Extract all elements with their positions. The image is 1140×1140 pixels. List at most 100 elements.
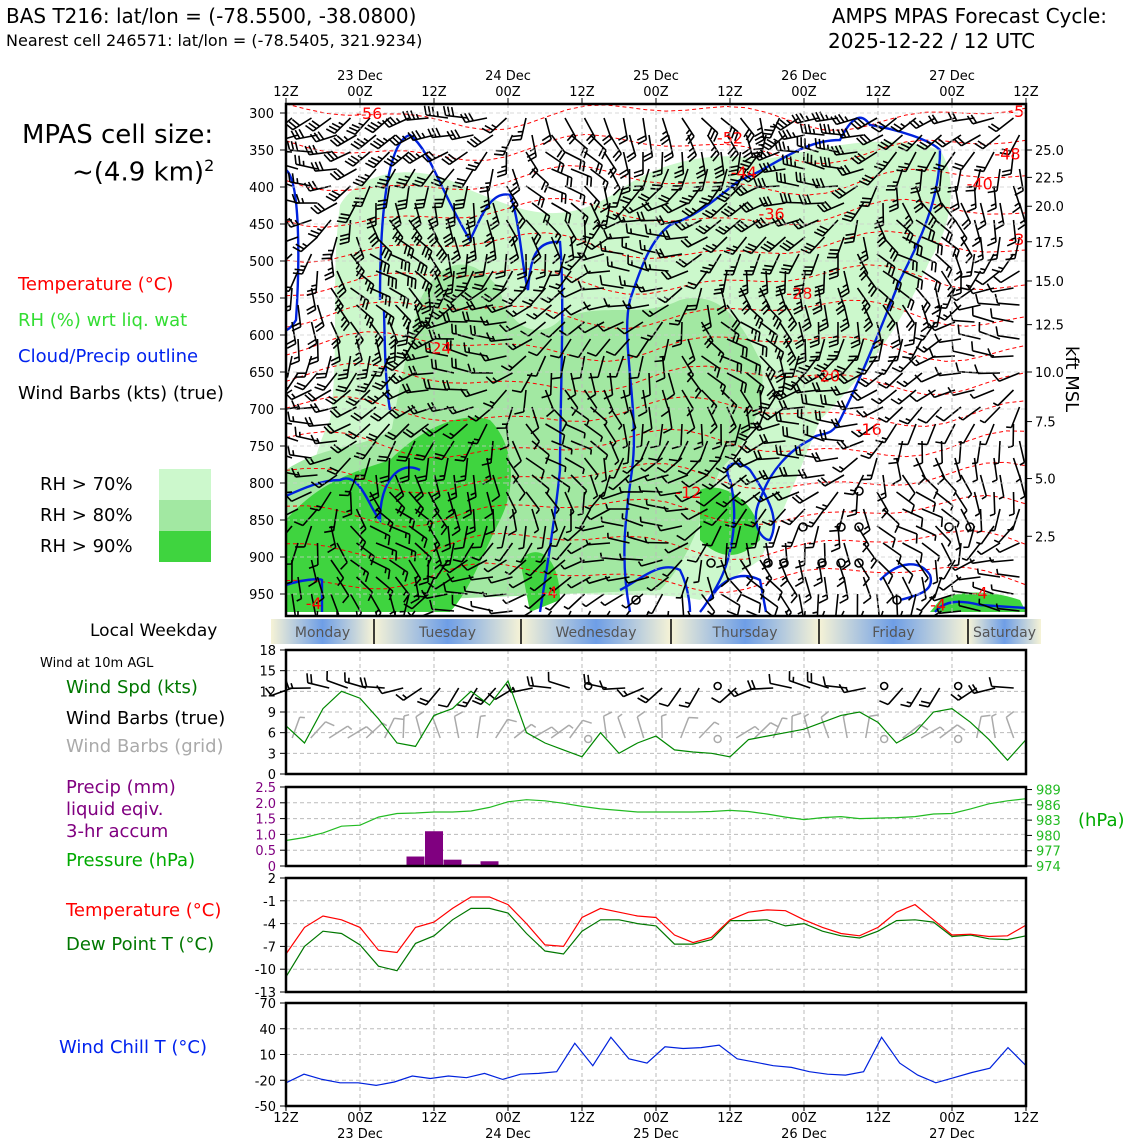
wind-barb [850,117,878,130]
temperature-contour-label: -40 [967,174,993,193]
wind-barb [408,287,423,314]
wind-barb [325,117,352,135]
wind-barb [791,491,819,504]
wind-barb [291,593,297,616]
wind-barb [388,372,416,385]
wind-barb [860,610,865,616]
grid-wind-barb [790,712,802,739]
wind-barb [624,474,650,484]
wind-barb [681,117,695,145]
wind-barb [917,406,943,424]
wind-barb [779,236,806,252]
wind-barb [921,508,944,528]
calm-marker [944,522,954,532]
wind-barb [961,253,976,278]
wind-barb [913,440,924,467]
wind-barb [752,389,763,417]
calm-marker [779,558,789,568]
wind-barb [533,270,553,292]
wind-barb [531,508,540,534]
wind-barb [739,287,752,315]
wind-barb [310,474,338,489]
wind-barb [635,283,663,293]
calm-marker [953,681,963,691]
wind-barb [971,306,995,323]
wind-barb [687,610,691,616]
wind-barb [637,185,664,202]
wind-barb [957,324,981,340]
wind-barb [451,323,474,340]
wind-barb [511,440,522,469]
wind-barb [882,576,895,604]
wind-barb [955,362,981,374]
wind-barb [700,389,718,415]
wind-barb [706,134,720,162]
grid-wind-barb [920,726,945,739]
wind-speed-line [285,679,1027,762]
grid-wind-barb [617,713,626,739]
bottom-time-tick-label: 12Z [569,1111,595,1126]
wind-barb [456,253,469,279]
y-tick-label: 10 [259,1049,276,1064]
wind-barb [286,253,293,261]
wind-barb [442,270,455,296]
wind-barb [344,151,371,167]
true-wind-barb [616,687,645,698]
wind-barb [978,598,1001,612]
y-tick-label: 0 [268,860,276,875]
wind-barb [609,440,620,466]
wind-barb [809,321,820,348]
wind-barb [920,304,930,333]
wind-barb [904,321,917,347]
wind-barb [830,385,858,396]
wind-barb [381,116,410,128]
wind-barb [485,508,495,536]
true-wind-barb [637,687,663,704]
wind-barb [723,236,748,256]
wind-barb [336,576,350,604]
top-time-axis: 12Z 00Z 12Z 00Z 12Z 00Z 12Z 00Z 12Z 00Z 12Z 23 Dec 2… [273,69,1039,104]
wind-barb [423,378,449,391]
wind-barb [566,576,591,589]
wind-barb [951,341,975,357]
wind-barb [390,202,402,231]
wind-barb [527,355,547,377]
wind-barb [290,128,318,140]
wind-barb [585,539,611,546]
wind-barb [960,236,973,264]
grid-wind-barb [602,711,613,739]
temperature-contour-label: -52 [717,128,743,147]
wind-barb [618,117,629,145]
bottom-date-label: 25 Dec [633,1127,679,1140]
y-tick-label: -50 [255,1100,276,1115]
wind-barb [733,184,761,197]
grid-wind-barb [754,722,780,739]
wind-barb [880,610,884,616]
wind-barb [636,423,644,448]
wind-barb [781,372,806,391]
wind-barb [599,275,624,289]
kft-tick-label: 12.5 [1035,319,1064,334]
wind-barb [383,355,410,372]
wind-barb [329,168,357,181]
wind-barb [550,134,566,161]
station-title: BAS T216: lat/lon = (-78.5500, -38.0800) [6,4,417,28]
wind-barb [958,423,976,444]
wind-barb [401,383,429,394]
wind-barb [418,559,430,586]
grid-wind-barb [698,721,720,739]
wind-barb [622,457,644,474]
wind-barb [720,389,738,415]
wind-barb [758,469,786,480]
wind-barb [876,559,894,585]
wind-barb [323,423,351,435]
wind-barb [527,338,553,357]
wind-barb [720,117,739,142]
wind-barb [836,559,846,588]
y-tick-label: 6 [268,727,276,742]
bottom-time-tick-label: 12Z [273,1111,299,1126]
grid-wind-barb [291,716,305,739]
wind-barb [657,525,683,532]
wind-barb [602,117,613,146]
wind-barb [433,542,443,571]
